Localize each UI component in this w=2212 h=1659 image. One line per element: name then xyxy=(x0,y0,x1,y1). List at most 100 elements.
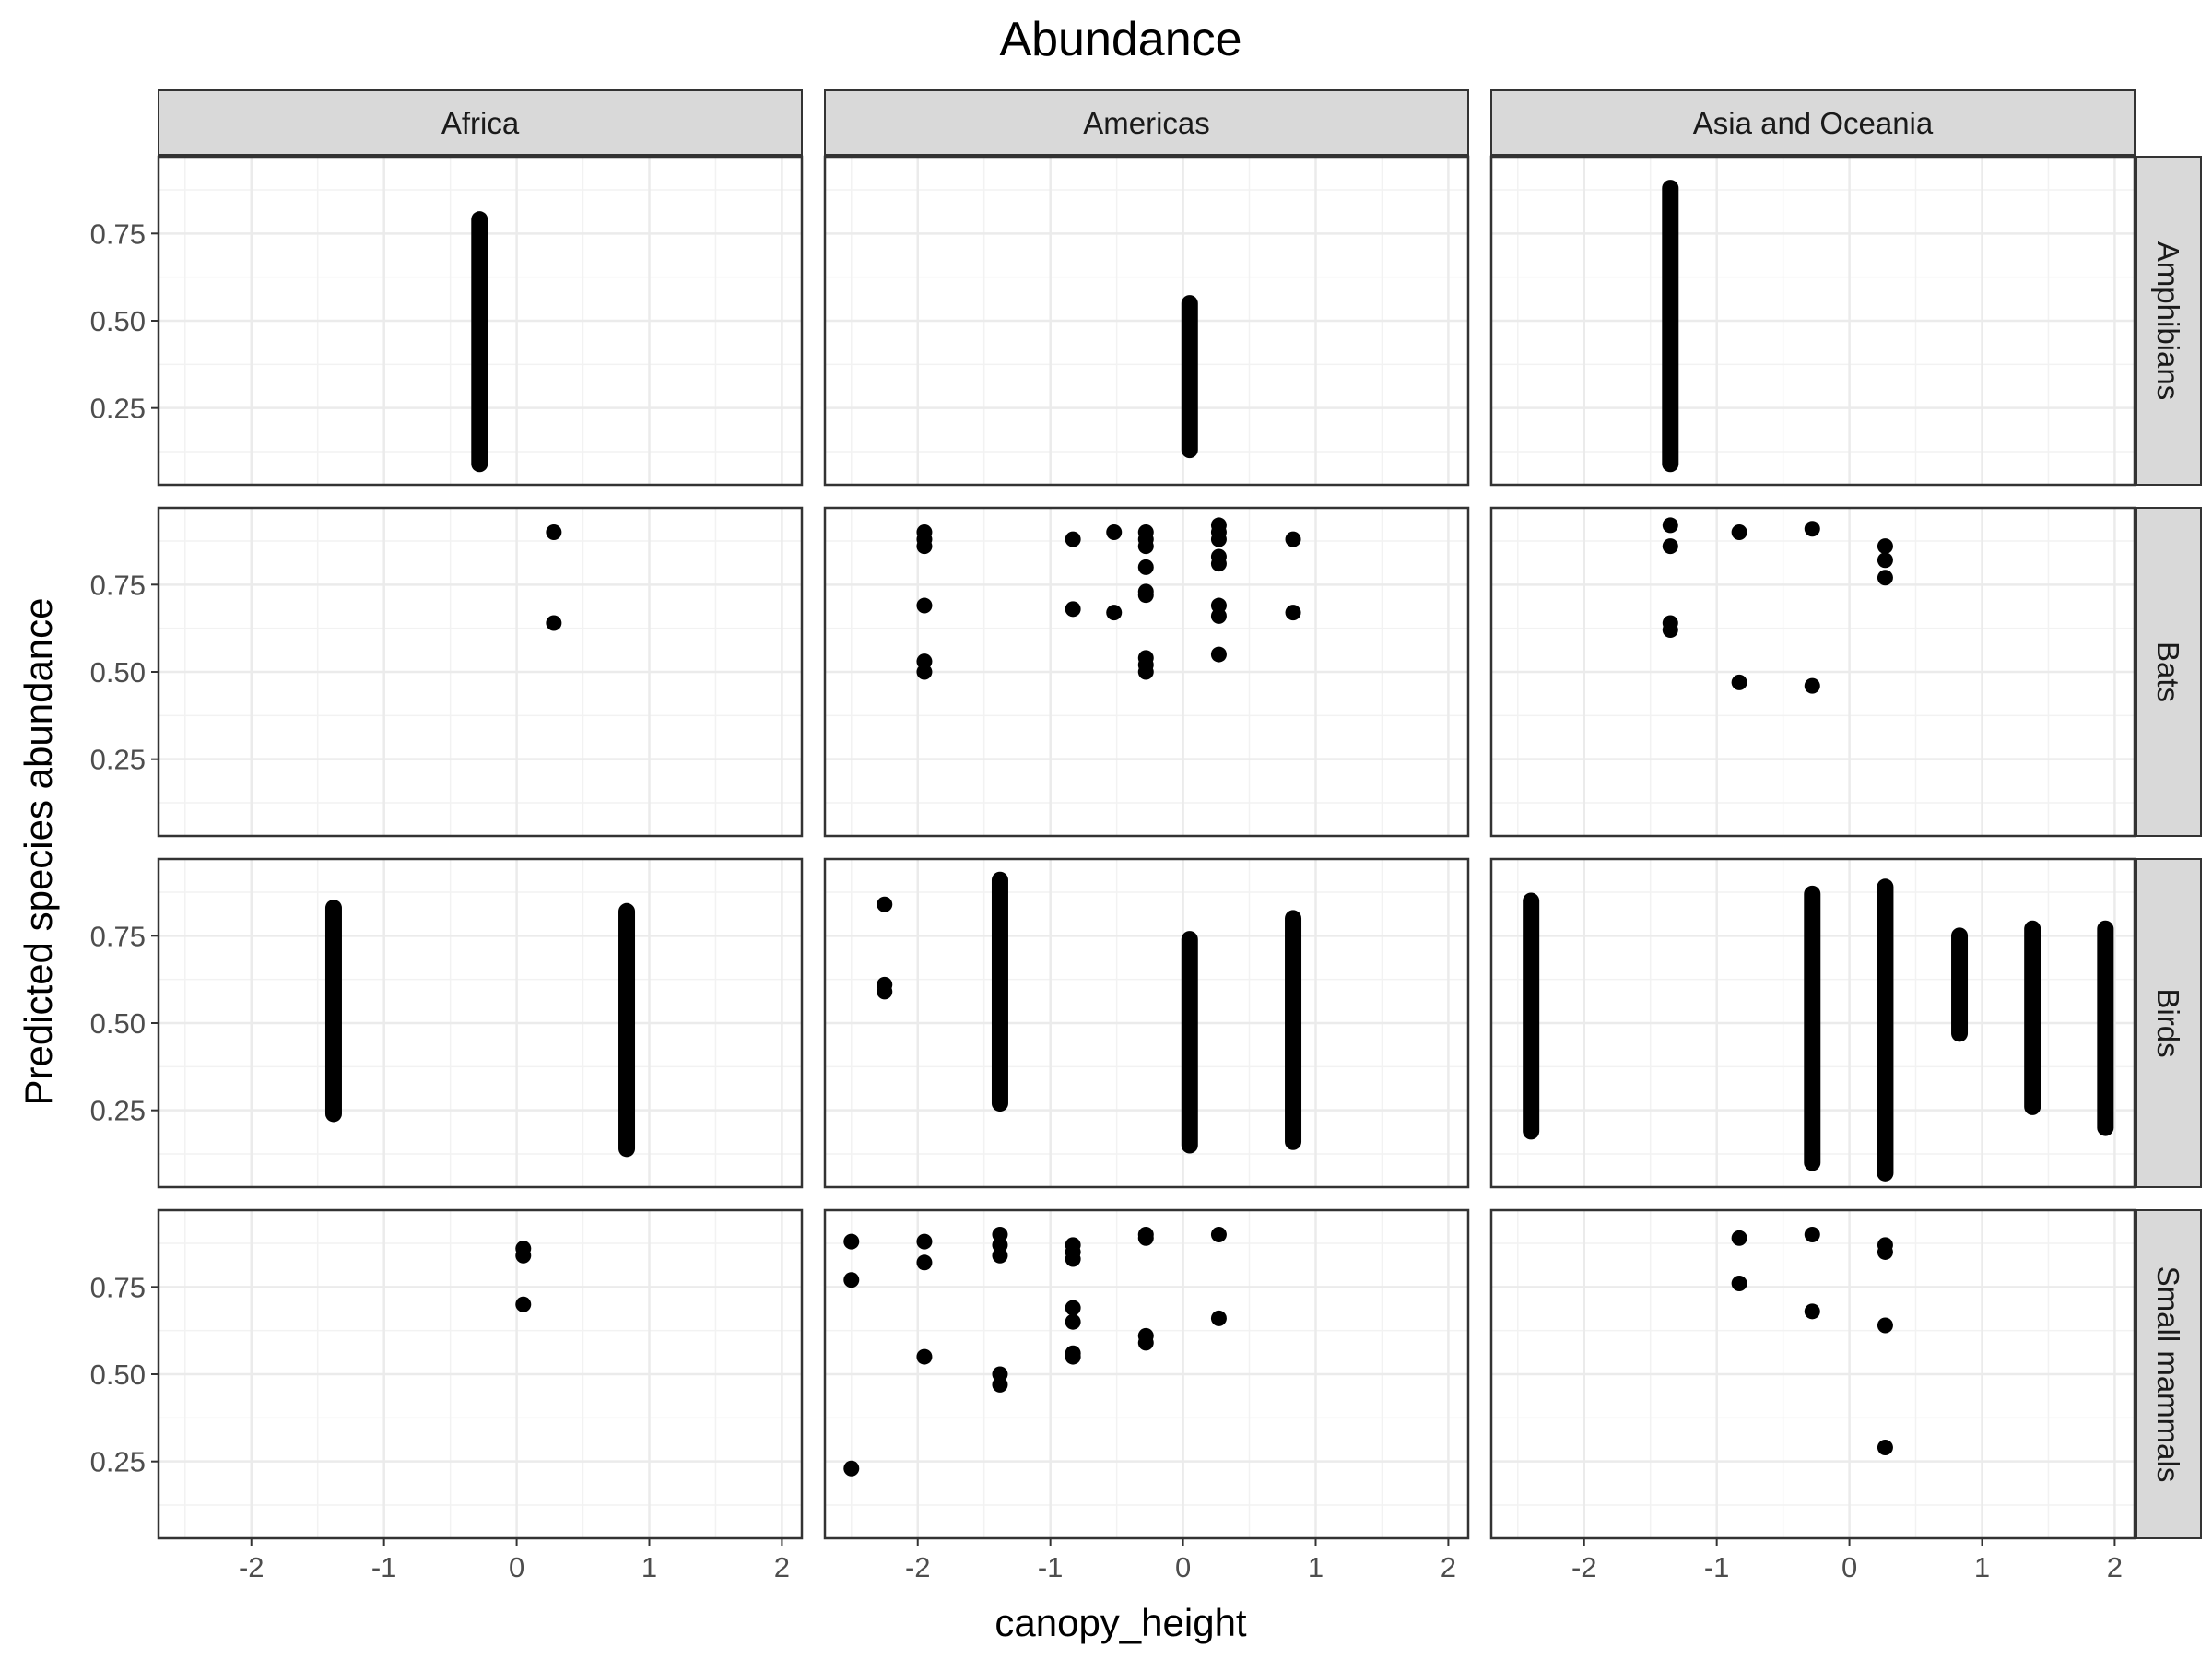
facet-strip-americas xyxy=(824,89,1469,156)
x-tick-label: 2 xyxy=(2107,1551,2123,1583)
data-point xyxy=(843,1460,860,1477)
chart-title: Abundance xyxy=(999,13,1241,66)
facet-label-amphibians: Amphibians xyxy=(2151,241,2185,400)
data-point xyxy=(515,1296,532,1312)
data-point xyxy=(1662,622,1678,639)
data-point xyxy=(1210,556,1227,572)
data-point xyxy=(1731,674,1747,690)
panel-africa-small-mammals xyxy=(157,1208,804,1540)
data-point xyxy=(546,615,562,631)
facet-strip-small-mammals xyxy=(2136,1209,2202,1539)
x-tick-label: 1 xyxy=(1974,1551,1990,1583)
y-tick-label: 0.25 xyxy=(90,1095,146,1127)
panels-layer: Africa Americas Asia and Oceania Amphibians… xyxy=(90,89,2202,1583)
data-point xyxy=(1137,587,1154,604)
x-tick-label: 2 xyxy=(1441,1551,1456,1583)
facet-strip-amphibians xyxy=(2136,156,2202,486)
x-tick-label: 0 xyxy=(1175,1551,1191,1583)
data-point xyxy=(916,1254,933,1271)
facet-strip-africa xyxy=(158,89,803,156)
panel-africa-amphibians xyxy=(157,155,804,487)
data-point xyxy=(1137,1335,1154,1351)
data-point xyxy=(916,597,933,614)
data-point xyxy=(1877,552,1893,569)
data-point xyxy=(1877,1440,1893,1456)
data-point xyxy=(1804,1303,1820,1320)
data-point xyxy=(1065,1251,1081,1267)
x-axis-label: canopy_height xyxy=(994,1601,1247,1644)
data-point xyxy=(1210,607,1227,624)
data-point xyxy=(1210,646,1227,663)
x-tick-label: -1 xyxy=(1704,1551,1730,1583)
panel-border xyxy=(823,857,1470,1189)
x-tick-label: 0 xyxy=(509,1551,524,1583)
panel-border xyxy=(823,1208,1470,1540)
data-point xyxy=(1210,1227,1227,1243)
data-point xyxy=(916,664,933,680)
panel-border xyxy=(823,506,1470,838)
data-point xyxy=(1877,1243,1893,1260)
x-tick-label: -1 xyxy=(1038,1551,1064,1583)
data-point xyxy=(843,1272,860,1288)
y-tick-label: 0.50 xyxy=(90,1007,146,1040)
data-point xyxy=(1804,521,1820,537)
data-point xyxy=(1106,524,1123,541)
data-point xyxy=(1106,605,1123,621)
facet-label-asia-and-oceania: Asia and Oceania xyxy=(1693,106,1934,140)
data-point xyxy=(1065,531,1081,547)
data-point xyxy=(877,896,893,912)
y-tick-label: 0.75 xyxy=(90,920,146,952)
data-point xyxy=(992,1247,1008,1264)
y-tick-label: 0.50 xyxy=(90,1359,146,1391)
facet-label-birds: Birds xyxy=(2151,988,2185,1057)
y-tick-label: 0.50 xyxy=(90,305,146,337)
data-point xyxy=(1065,1348,1081,1365)
data-point xyxy=(1285,531,1301,547)
data-point xyxy=(992,1376,1008,1393)
data-point xyxy=(1731,1230,1747,1246)
data-point xyxy=(1877,570,1893,586)
panel-asia-and-oceania-bats xyxy=(1489,506,2136,838)
panel-border xyxy=(823,155,1470,487)
panel-asia-and-oceania-birds xyxy=(1489,857,2136,1189)
data-point xyxy=(1804,1227,1820,1243)
y-tick-label: 0.25 xyxy=(90,393,146,425)
data-point xyxy=(1210,531,1227,547)
data-point xyxy=(877,983,893,1000)
data-point xyxy=(1210,1310,1227,1326)
data-point xyxy=(916,1233,933,1250)
data-point xyxy=(843,1233,860,1250)
x-tick-label: 2 xyxy=(774,1551,790,1583)
x-tick-label: -2 xyxy=(905,1551,931,1583)
panel-asia-and-oceania-small-mammals xyxy=(1489,1208,2136,1540)
y-tick-label: 0.25 xyxy=(90,1446,146,1478)
panel-americas-bats xyxy=(823,506,1470,838)
y-tick-label: 0.75 xyxy=(90,1271,146,1303)
facet-label-africa: Africa xyxy=(441,106,520,140)
panel-border xyxy=(1489,506,2136,838)
x-tick-label: -1 xyxy=(371,1551,397,1583)
y-axis-label: Predicted species abundance xyxy=(17,597,60,1105)
panel-africa-bats xyxy=(157,506,804,838)
data-point xyxy=(916,538,933,555)
data-point xyxy=(1731,524,1747,541)
panel-americas-birds xyxy=(823,857,1470,1189)
facet-label-bats: Bats xyxy=(2151,641,2185,702)
data-point xyxy=(1804,677,1820,694)
data-point xyxy=(1137,664,1154,680)
data-point xyxy=(1662,538,1678,555)
facet-strip-bats xyxy=(2136,507,2202,837)
panel-asia-and-oceania-amphibians xyxy=(1489,155,2136,487)
data-point xyxy=(1065,601,1081,618)
data-point xyxy=(1137,538,1154,555)
facet-strip-birds xyxy=(2136,858,2202,1188)
data-point xyxy=(1065,1313,1081,1330)
facet-label-americas: Americas xyxy=(1083,106,1210,140)
data-point xyxy=(1065,1300,1081,1316)
data-point xyxy=(1877,538,1893,555)
panel-americas-amphibians xyxy=(823,155,1470,487)
y-tick-label: 0.25 xyxy=(90,744,146,776)
x-tick-label: 1 xyxy=(1308,1551,1324,1583)
